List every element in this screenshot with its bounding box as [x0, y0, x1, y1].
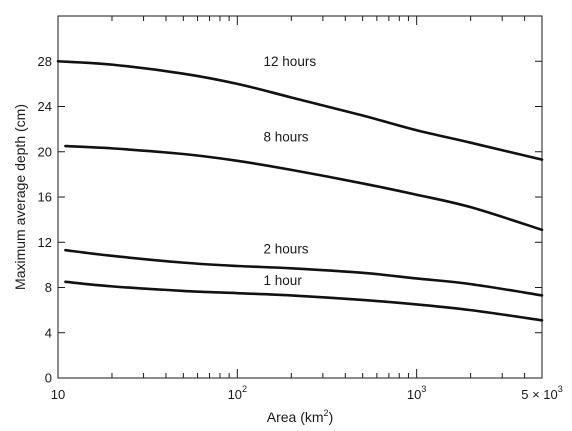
- y-tick-label: 16: [38, 190, 52, 205]
- y-tick-label: 20: [38, 144, 52, 159]
- y-tick-labels: 0 4 8 12 16 20 24 28: [38, 54, 52, 386]
- series-line-2: [64, 144, 544, 232]
- x-axis-label: Area (km2): [267, 408, 333, 425]
- y-tick-label: 4: [45, 325, 52, 340]
- series-line-1: [56, 59, 544, 161]
- plot-frame: [57, 15, 543, 379]
- x-tick-label: 10: [51, 387, 65, 402]
- minor-ticks: [111, 16, 526, 378]
- y-tick-label: 24: [38, 99, 52, 114]
- curve-label: 12 hours: [264, 54, 317, 69]
- y-axis-label: Maximum average depth (cm): [12, 104, 28, 290]
- curve-label: 8 hours: [264, 130, 309, 145]
- curve-label: 2 hours: [264, 242, 309, 257]
- x-tick-labels: 10 102 103 5 × 103: [51, 384, 563, 402]
- y-tick-label: 12: [38, 235, 52, 250]
- series-lines: [56, 59, 544, 322]
- series-line-4: [64, 280, 544, 322]
- x-tick-label: 5 × 103: [521, 384, 563, 402]
- curve-label: 1 hour: [264, 273, 303, 288]
- major-ticks: [57, 16, 543, 379]
- y-tick-label: 8: [45, 280, 52, 295]
- y-tick-label: 0: [45, 371, 52, 386]
- x-tick-label: 103: [407, 384, 426, 402]
- curve-labels: 12 hours 8 hours 2 hours 1 hour: [264, 54, 317, 288]
- series-line-3: [64, 248, 544, 297]
- y-tick-label: 28: [38, 54, 52, 69]
- x-tick-label: 102: [228, 384, 247, 402]
